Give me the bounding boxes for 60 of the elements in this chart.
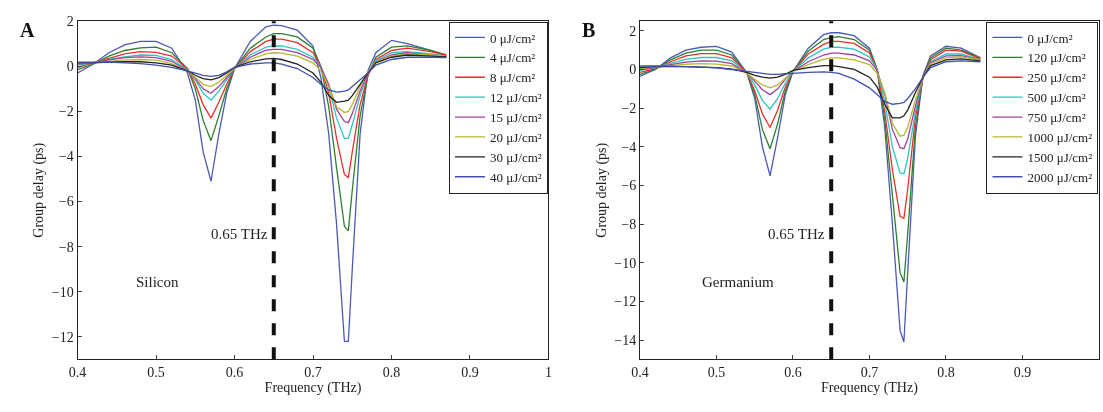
legend-label: 500 μJ/cm² <box>1027 90 1086 106</box>
y-tick-label: −4 <box>621 139 637 155</box>
ref-line-label: 0.65 THz <box>211 226 268 242</box>
y-tick-label: −8 <box>58 239 74 255</box>
y-tick-label: −12 <box>51 329 74 345</box>
y-tick-label: −14 <box>614 332 637 348</box>
annotation: Silicon <box>136 274 179 290</box>
y-tick-label: −6 <box>58 194 74 210</box>
y-tick-label: 0 <box>629 62 637 78</box>
y-tick-label: 0 <box>66 59 74 75</box>
legend-label: 30 μJ/cm² <box>489 149 542 165</box>
x-tick-label: 0.9 <box>1013 365 1032 381</box>
y-tick-label: −6 <box>621 178 637 194</box>
x-axis-title: Frequency (THz) <box>264 380 362 397</box>
annotation: Germanium <box>702 274 774 290</box>
chart-title: B <box>582 19 596 41</box>
legend-label: 40 μJ/cm² <box>489 169 542 185</box>
x-tick-label: 0.8 <box>382 365 401 381</box>
y-axis-title: Group delay (ps) <box>593 142 610 238</box>
x-tick-label: 0.7 <box>304 365 322 381</box>
legend-label: 4 μJ/cm² <box>489 50 536 66</box>
x-tick-label: 0.6 <box>784 365 802 381</box>
legend-label: 12 μJ/cm² <box>489 90 542 106</box>
x-tick-label: 0.7 <box>860 365 879 381</box>
x-tick-label: 0.8 <box>937 365 955 381</box>
line-series <box>77 45 448 140</box>
y-tick-label: −8 <box>621 216 637 232</box>
legend-label: 0 μJ/cm² <box>1027 30 1073 46</box>
ref-line-label: 0.65 THz <box>768 226 825 242</box>
legend-label: 2000 μJ/cm² <box>1027 169 1093 185</box>
y-tick-label: 2 <box>66 14 74 30</box>
x-tick-label: 0.5 <box>147 365 165 381</box>
legend-label: 1500 μJ/cm² <box>1027 149 1093 165</box>
line-series <box>640 56 982 137</box>
x-tick-label: 0.9 <box>461 365 479 381</box>
x-tick-label: 0.4 <box>631 365 649 381</box>
legend-label: 0 μJ/cm² <box>489 30 536 46</box>
y-tick-label: −10 <box>51 284 74 300</box>
y-tick-label: −10 <box>614 255 637 271</box>
legend-label: 15 μJ/cm² <box>489 110 542 126</box>
x-tick-label: 1 <box>544 365 552 381</box>
line-series <box>640 40 982 219</box>
x-tick-label: 0.5 <box>707 365 726 381</box>
legend-label: 250 μJ/cm² <box>1027 70 1086 86</box>
legend-label: 750 μJ/cm² <box>1027 110 1086 126</box>
y-tick-label: −2 <box>621 101 637 117</box>
y-tick-label: −2 <box>58 104 74 120</box>
y-tick-label: −4 <box>58 149 74 165</box>
legend-label: 1000 μJ/cm² <box>1027 130 1093 146</box>
x-tick-label: 0.4 <box>68 365 87 381</box>
x-axis-title: Frequency (THz) <box>821 380 919 397</box>
line-series <box>77 38 448 179</box>
y-tick-label: 2 <box>629 23 637 39</box>
chart-title: A <box>20 19 35 41</box>
y-axis-title: Group delay (ps) <box>31 142 48 238</box>
y-tick-label: −12 <box>614 294 637 310</box>
x-tick-label: 0.6 <box>225 365 244 381</box>
legend-label: 8 μJ/cm² <box>489 70 536 86</box>
legend-label: 120 μJ/cm² <box>1027 50 1086 66</box>
legend-label: 20 μJ/cm² <box>489 130 542 146</box>
